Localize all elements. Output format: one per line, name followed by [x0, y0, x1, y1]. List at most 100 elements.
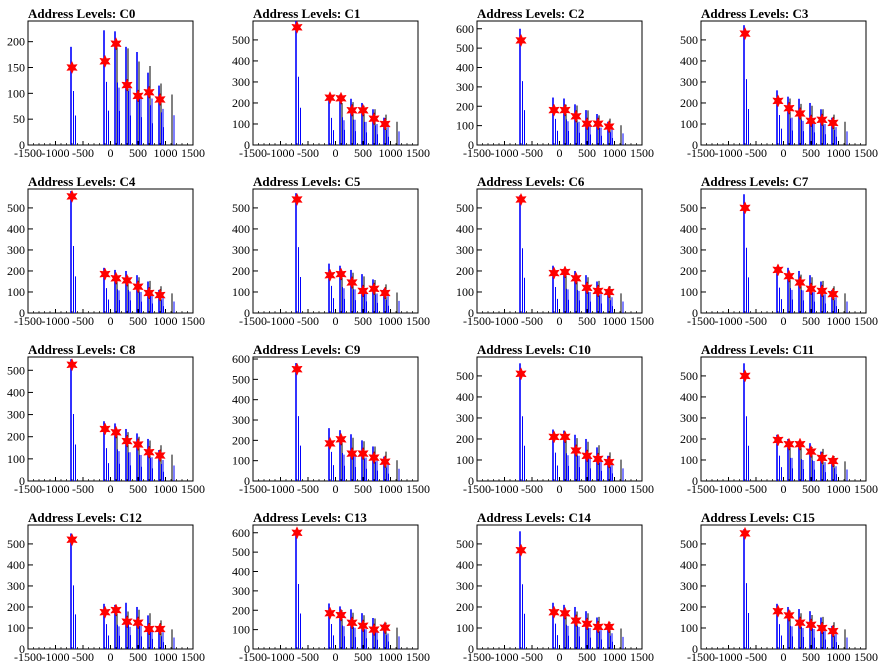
y-tick-label: 100 — [680, 621, 698, 635]
x-tick-label: -1000 — [715, 146, 743, 160]
y-tick-label: 500 — [232, 201, 250, 215]
peak-marker — [346, 275, 358, 290]
x-tick-label: -1500 — [239, 650, 267, 664]
x-tick-label: -1000 — [42, 482, 70, 496]
x-tick-label: 1000 — [603, 482, 627, 496]
peak-marker — [548, 103, 560, 117]
peak-marker — [346, 103, 358, 117]
y-tick-label: 200 — [456, 264, 474, 278]
y-tick-label: 100 — [456, 119, 474, 133]
x-tick-label: -500 — [521, 146, 543, 160]
peak-marker — [154, 622, 166, 636]
x-tick-label: 500 — [354, 482, 372, 496]
plot-frame — [252, 20, 419, 146]
x-tick-label: 1000 — [603, 314, 627, 328]
y-tick-label: 0 — [244, 642, 250, 656]
y-tick-label: 600 — [232, 526, 250, 540]
peak-marker — [121, 78, 133, 92]
x-tick-label: 1500 — [630, 650, 654, 664]
x-tick-label: 1000 — [154, 314, 178, 328]
peak-marker — [154, 448, 166, 463]
peak-marker — [805, 618, 817, 632]
x-tick-label: 1500 — [630, 314, 654, 328]
chart-title: Address Levels: C11 — [701, 342, 814, 357]
y-tick-label: 50 — [13, 112, 25, 126]
plot-frame — [700, 188, 867, 314]
chart-panel-12: Address Levels: C12 -1500 -1000 -500 0 500 100… — [7, 510, 205, 664]
y-tick-label: 600 — [232, 352, 250, 366]
x-tick-label: 1000 — [379, 482, 403, 496]
peak-marker — [581, 281, 593, 295]
y-tick-label: 400 — [456, 61, 474, 75]
peak-marker — [357, 446, 369, 461]
x-tick-label: -1000 — [715, 650, 743, 664]
x-tick-label: 500 — [129, 146, 147, 160]
y-tick-label: 300 — [680, 243, 698, 257]
x-tick-label: -1500 — [14, 482, 42, 496]
y-tick-label: 500 — [680, 369, 698, 383]
y-tick-label: 200 — [680, 264, 698, 278]
chart-title: Address Levels: C3 — [701, 6, 809, 21]
chart-panel-14: Address Levels: C14 -1500 -1000 -500 0 500 100… — [456, 510, 654, 664]
peak-marker — [515, 192, 527, 207]
y-tick-label: 400 — [232, 393, 250, 407]
peak-marker — [805, 282, 817, 296]
x-tick-label: 1500 — [630, 482, 654, 496]
x-tick-label: 1500 — [406, 482, 430, 496]
x-tick-label: 500 — [354, 314, 372, 328]
x-tick-label: 0 — [333, 650, 339, 664]
x-tick-label: -1000 — [42, 650, 70, 664]
x-tick-label: 1000 — [379, 314, 403, 328]
chart-panel-7: Address Levels: C7-1500 -1000 -500 0 500 1000… — [680, 174, 878, 328]
y-tick-label: 200 — [232, 264, 250, 278]
x-tick-label: 1000 — [827, 650, 851, 664]
peak-marker — [603, 119, 615, 134]
x-tick-label: -500 — [521, 482, 543, 496]
y-tick-label: 100 — [7, 452, 25, 466]
peak-marker — [291, 192, 303, 207]
peak-marker — [324, 268, 336, 282]
x-tick-label: -1500 — [687, 650, 715, 664]
y-tick-label: 400 — [680, 390, 698, 404]
plot-frame — [700, 20, 867, 146]
peak-marker — [816, 621, 828, 635]
y-tick-label: 500 — [680, 537, 698, 551]
peak-marker — [346, 616, 358, 630]
plot-frame — [27, 188, 194, 314]
peak-marker — [739, 526, 751, 541]
plot-frame — [252, 524, 419, 650]
peak-marker — [335, 432, 347, 446]
peak-marker — [357, 284, 369, 298]
chart-title: Address Levels: C9 — [253, 342, 361, 357]
peak-marker — [324, 436, 336, 451]
chart-title: Address Levels: C7 — [701, 174, 809, 189]
peak-marker — [816, 451, 828, 465]
peak-marker — [379, 621, 391, 635]
y-tick-label: 500 — [456, 41, 474, 55]
y-tick-label: 0 — [468, 642, 474, 656]
peak-marker — [66, 533, 78, 547]
chart-title: Address Levels: C8 — [28, 342, 136, 357]
x-tick-label: -500 — [521, 314, 543, 328]
x-tick-label: -1500 — [687, 314, 715, 328]
y-tick-label: 200 — [456, 432, 474, 446]
plot-frame — [700, 524, 867, 650]
plot-frame — [27, 20, 194, 146]
peak-marker — [66, 189, 78, 204]
y-tick-label: 100 — [7, 86, 25, 100]
x-tick-label: 0 — [781, 314, 787, 328]
x-tick-label: -1500 — [14, 650, 42, 664]
y-tick-label: 500 — [456, 537, 474, 551]
y-tick-label: 400 — [456, 558, 474, 572]
plot-frame — [476, 356, 643, 482]
y-tick-label: 0 — [19, 642, 25, 656]
y-tick-label: 500 — [680, 33, 698, 47]
peak-marker — [603, 620, 615, 634]
y-tick-label: 100 — [680, 453, 698, 467]
peak-marker — [143, 445, 155, 459]
x-tick-label: 0 — [108, 314, 114, 328]
x-tick-label: -1000 — [715, 314, 743, 328]
peak-marker — [548, 430, 560, 444]
